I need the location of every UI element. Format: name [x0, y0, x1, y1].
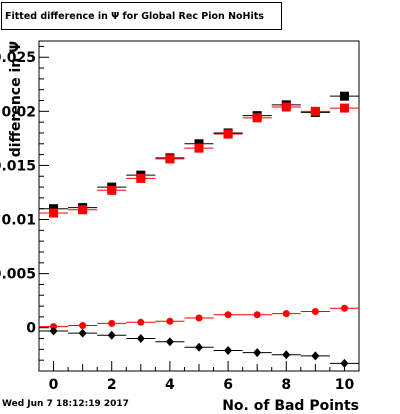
data-point	[281, 102, 291, 112]
data-point	[78, 205, 88, 215]
y-tick-label: 0	[26, 321, 36, 337]
data-point	[136, 173, 146, 183]
data-point	[224, 345, 233, 355]
chart-title: Fitted difference in Ψ for Global Rec Pi…	[1, 2, 282, 30]
data-point	[107, 185, 117, 195]
x-tick-label: 10	[335, 377, 355, 393]
data-point	[195, 314, 203, 322]
y-tick-label: 0.005	[0, 267, 36, 283]
data-point	[136, 334, 145, 344]
data-point	[137, 318, 145, 326]
data-point	[340, 304, 348, 312]
data-point	[224, 311, 232, 319]
data-point	[223, 129, 233, 139]
x-tick-label: 2	[107, 377, 117, 393]
data-point	[195, 342, 203, 352]
data-point	[107, 330, 116, 340]
data-point	[253, 348, 262, 358]
data-point	[108, 319, 116, 327]
data-point	[253, 311, 261, 319]
x-tick-label: 4	[165, 377, 175, 393]
y-tick-label: 0.015	[0, 158, 36, 174]
data-point	[282, 350, 291, 360]
data-point	[310, 106, 320, 116]
data-point	[252, 113, 262, 123]
y-tick-label: 0.025	[0, 50, 36, 66]
data-point	[339, 103, 349, 113]
x-tick-label: 6	[223, 377, 233, 393]
data-point	[311, 307, 319, 315]
data-point	[311, 351, 320, 361]
data-point	[282, 310, 290, 318]
data-point	[49, 208, 59, 218]
data-point	[339, 91, 349, 101]
x-tick-label: 0	[49, 377, 59, 393]
data-point	[340, 358, 349, 368]
x-axis-label: No. of Bad Points	[222, 398, 359, 414]
y-axis-label: difference in Ψ	[8, 41, 24, 157]
data-point	[165, 154, 175, 164]
y-tick-label: 0.02	[1, 104, 36, 120]
data-point	[194, 143, 204, 153]
data-point	[78, 328, 87, 338]
timestamp: Wed Jun 7 18:12:19 2017	[2, 399, 129, 409]
data-point	[166, 317, 174, 325]
data-point	[49, 326, 58, 336]
y-tick-label: 0.01	[1, 213, 36, 229]
data-point	[79, 322, 87, 330]
x-tick-label: 8	[281, 377, 291, 393]
data-point	[165, 337, 174, 347]
